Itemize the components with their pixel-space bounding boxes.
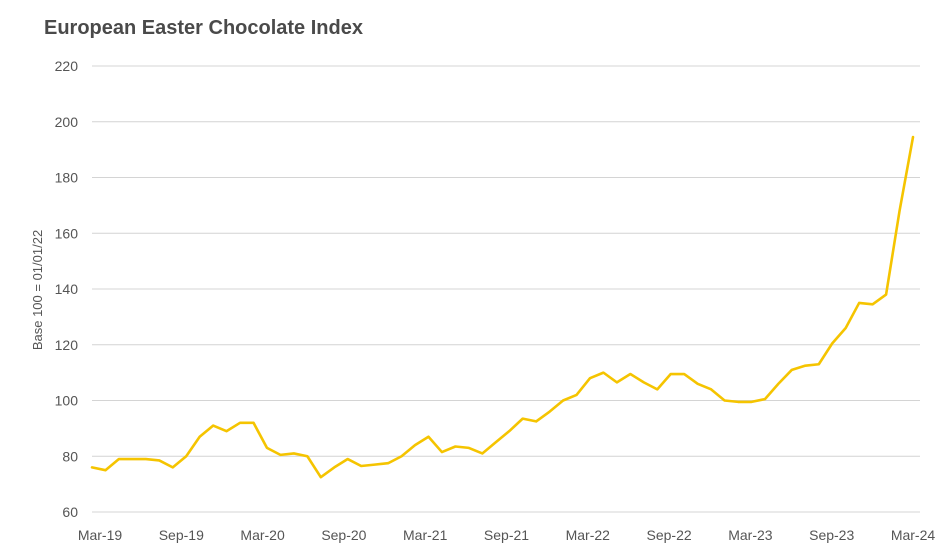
y-tick-label: 80	[62, 448, 78, 464]
gridlines	[92, 65, 920, 513]
y-axis-ticks: 60 80 100 120 140 160 180 200 220	[55, 58, 79, 520]
x-axis-ticks: Mar-19 Sep-19 Mar-20 Sep-20 Mar-21 Sep-21 Mar-…	[78, 527, 936, 543]
x-tick-label: Mar-24	[891, 527, 936, 543]
x-tick-label: Mar-19	[78, 527, 123, 543]
x-tick-label: Mar-20	[240, 527, 285, 543]
x-tick-label: Sep-20	[321, 527, 366, 543]
x-tick-label: Sep-21	[484, 527, 529, 543]
y-tick-label: 100	[55, 393, 79, 409]
y-tick-label: 160	[55, 225, 79, 241]
y-tick-label: 200	[55, 114, 79, 130]
series-line	[90, 135, 915, 479]
x-tick-label: Mar-23	[728, 527, 773, 543]
y-tick-label: 140	[55, 281, 79, 297]
x-tick-label: Mar-22	[566, 527, 611, 543]
x-tick-label: Sep-23	[809, 527, 854, 543]
y-tick-label: 120	[55, 337, 79, 353]
x-tick-label: Mar-21	[403, 527, 448, 543]
chart-title: European Easter Chocolate Index	[44, 17, 363, 39]
x-tick-label: Sep-19	[159, 527, 204, 543]
x-tick-label: Sep-22	[647, 527, 692, 543]
y-tick-label: 220	[55, 58, 79, 74]
y-tick-label: 180	[55, 170, 79, 186]
y-axis-label: Base 100 = 01/01/22	[30, 230, 45, 350]
y-tick-label: 60	[62, 504, 78, 520]
